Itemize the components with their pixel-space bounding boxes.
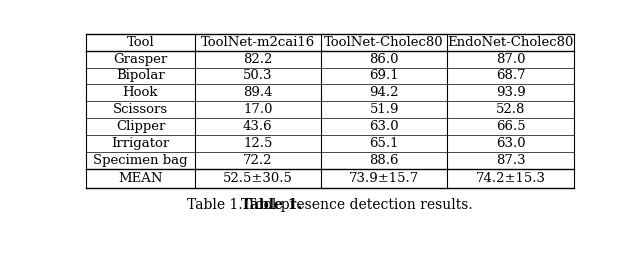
Text: 82.2: 82.2	[243, 52, 273, 66]
Text: MEAN: MEAN	[118, 172, 163, 185]
Text: Table 1.: Table 1.	[241, 198, 302, 212]
Text: 87.0: 87.0	[496, 52, 525, 66]
Text: 50.3: 50.3	[243, 69, 273, 82]
Text: 69.1: 69.1	[369, 69, 399, 82]
Text: Hook: Hook	[123, 86, 158, 99]
Text: 87.3: 87.3	[496, 154, 525, 167]
Text: 63.0: 63.0	[496, 137, 525, 150]
Text: EndoNet-Cholec80: EndoNet-Cholec80	[447, 35, 573, 49]
Text: ToolNet-Cholec80: ToolNet-Cholec80	[324, 35, 444, 49]
Text: 68.7: 68.7	[496, 69, 525, 82]
Text: 43.6: 43.6	[243, 120, 273, 133]
Text: Grasper: Grasper	[113, 52, 168, 66]
Text: 72.2: 72.2	[243, 154, 273, 167]
Text: 74.2±15.3: 74.2±15.3	[476, 172, 545, 185]
Text: Scissors: Scissors	[113, 103, 168, 116]
Text: Tool: Tool	[127, 35, 154, 49]
Text: 86.0: 86.0	[369, 52, 399, 66]
Text: ToolNet-m2cai16: ToolNet-m2cai16	[201, 35, 315, 49]
Text: 65.1: 65.1	[369, 137, 399, 150]
Text: 94.2: 94.2	[369, 86, 399, 99]
Text: 52.5±30.5: 52.5±30.5	[223, 172, 292, 185]
Text: Table 1. Tool presence detection results.: Table 1. Tool presence detection results…	[187, 198, 473, 212]
Text: 66.5: 66.5	[496, 120, 525, 133]
Text: 52.8: 52.8	[496, 103, 525, 116]
Text: 17.0: 17.0	[243, 103, 273, 116]
Text: Clipper: Clipper	[116, 120, 165, 133]
Text: Specimen bag: Specimen bag	[93, 154, 188, 167]
Text: 73.9±15.7: 73.9±15.7	[349, 172, 419, 185]
Text: 89.4: 89.4	[243, 86, 273, 99]
Text: 63.0: 63.0	[369, 120, 399, 133]
Text: 12.5: 12.5	[243, 137, 273, 150]
Text: 88.6: 88.6	[369, 154, 399, 167]
Text: Bipolar: Bipolar	[116, 69, 165, 82]
Text: 51.9: 51.9	[369, 103, 399, 116]
Text: Irrigator: Irrigator	[111, 137, 170, 150]
Text: 93.9: 93.9	[495, 86, 525, 99]
